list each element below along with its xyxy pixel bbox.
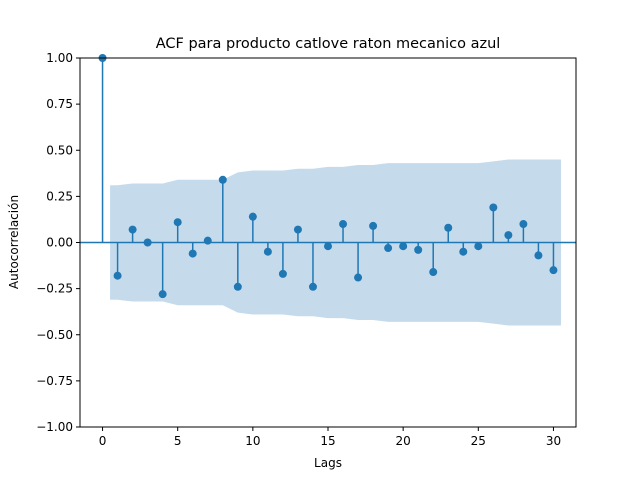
acf-point (354, 273, 363, 282)
acf-point (414, 245, 423, 254)
acf-point (474, 242, 483, 251)
chart-title: ACF para producto catlove raton mecanico… (156, 36, 501, 52)
acf-point (293, 225, 302, 234)
y-axis-label: Autocorrelación (7, 195, 21, 289)
y-tick-label: −0.75 (36, 374, 73, 388)
acf-point (384, 244, 393, 253)
acf-point (489, 203, 498, 212)
acf-point (549, 266, 558, 275)
y-tick-label: 0.75 (46, 97, 73, 111)
x-axis-label: Lags (314, 456, 342, 470)
acf-point (308, 282, 317, 291)
y-tick-label: 0.00 (46, 236, 73, 250)
acf-point (278, 269, 287, 278)
acf-point (203, 236, 212, 245)
acf-point (369, 221, 378, 230)
x-tick-label: 25 (471, 434, 486, 448)
acf-point (248, 212, 257, 221)
acf-point (534, 251, 543, 260)
x-tick-label: 10 (245, 434, 260, 448)
acf-point (519, 220, 528, 229)
y-tick-label: 0.50 (46, 143, 73, 157)
y-tick-label: 0.25 (46, 189, 73, 203)
acf-point (399, 242, 408, 251)
x-tick-label: 20 (396, 434, 411, 448)
acf-point (504, 231, 513, 240)
x-tick-label: 30 (546, 434, 561, 448)
acf-point (444, 223, 453, 232)
acf-point (459, 247, 468, 256)
acf-point (188, 249, 197, 258)
y-tick-label: −0.50 (36, 328, 73, 342)
acf-point (173, 218, 182, 227)
acf-point (128, 225, 137, 234)
acf-point (113, 271, 122, 280)
stems-layer (98, 54, 558, 299)
acf-point (158, 290, 167, 299)
y-tick-label: −1.00 (36, 420, 73, 434)
x-tick-label: 0 (99, 434, 107, 448)
x-tick-label: 15 (320, 434, 335, 448)
y-tick-label: 1.00 (46, 51, 73, 65)
acf-point (324, 242, 332, 251)
acf-point (233, 282, 242, 291)
x-tick-label: 5 (174, 434, 182, 448)
acf-point (263, 247, 272, 256)
acf-point (339, 220, 348, 229)
y-tick-label: −0.25 (36, 282, 73, 296)
acf-point (143, 238, 152, 247)
acf-point (218, 175, 227, 184)
acf-point (429, 268, 438, 277)
ticks-layer: 0 5 10 15 20 25 30 −1.00 −0.75 −0.50 −0.25 0.00 0.25… (36, 51, 561, 448)
